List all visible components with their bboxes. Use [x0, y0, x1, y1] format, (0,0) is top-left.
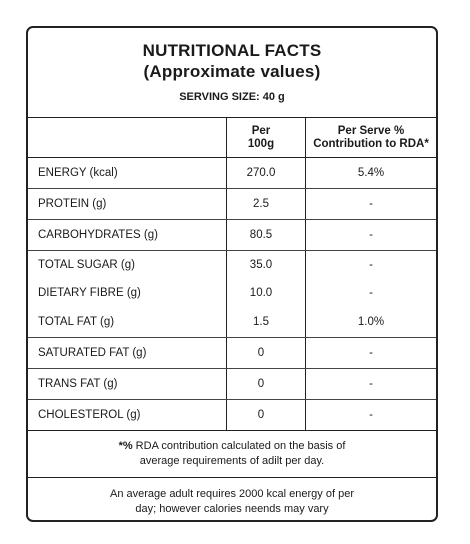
- note-line-2: day; however calories neends may vary: [135, 503, 329, 515]
- per-100g-value: 0: [226, 368, 306, 400]
- footnote-star: *%: [118, 440, 133, 452]
- table-row: PROTEIN (g) 2.5 -: [28, 188, 436, 220]
- nutrient-label: TOTAL SUGAR (g): [28, 250, 227, 279]
- rda-value: -: [369, 259, 373, 271]
- rda-header-line-1: Per Serve %: [337, 124, 405, 137]
- footnote-text-1: RDA contribution calculated on the basis…: [132, 440, 346, 452]
- nutrient-label: TRANS FAT (g): [28, 368, 227, 400]
- nutrient-label: SATURATED FAT (g): [28, 337, 227, 369]
- title-line-2: (Approximate values): [143, 62, 321, 81]
- table-row: ENERGY (kcal) 270.0 5.4%: [28, 157, 436, 189]
- title-line-1: NUTRITIONAL FACTS: [142, 41, 322, 60]
- per-100g-header: Per 100g: [226, 118, 306, 158]
- nutrition-facts-panel: NUTRITIONAL FACTS (Approximate values) S…: [26, 26, 438, 522]
- nutrient-label: TOTAL FAT (g): [28, 307, 227, 338]
- rda-value: -: [305, 399, 436, 431]
- per-100g-value: 0: [226, 337, 306, 369]
- energy-note: An average adult requires 2000 kcal ener…: [28, 478, 436, 517]
- nutrient-label: PROTEIN (g): [28, 188, 227, 220]
- table-row: TRANS FAT (g) 0 -: [28, 368, 436, 400]
- table-row: CHOLESTEROL (g) 0 -: [28, 399, 436, 431]
- per-100g-value: 2.5: [226, 188, 306, 220]
- table-row: DIETARY FIBRE (g) 10.0 -: [28, 279, 436, 307]
- rda-value: 1.0%: [305, 307, 436, 338]
- per-header-line-2: 100g: [247, 137, 275, 150]
- rda-header: Per Serve % Contribution to RDA*: [305, 118, 436, 158]
- serving-size: SERVING SIZE: 40 g: [179, 91, 285, 103]
- nutrition-table: Per 100g Per Serve % Contribution to RDA…: [28, 118, 436, 431]
- table-row: TOTAL FAT (g) 1.5 1.0%: [28, 307, 436, 338]
- nutrition-header: NUTRITIONAL FACTS (Approximate values) S…: [28, 28, 436, 118]
- table-row: TOTAL SUGAR (g) 35.0 -: [28, 250, 436, 279]
- rda-value: -: [305, 188, 436, 220]
- per-100g-value: 10.0: [226, 279, 306, 307]
- rda-value: -: [305, 368, 436, 400]
- per-100g-value: 80.5: [226, 219, 306, 251]
- nutrient-label: CARBOHYDRATES (g): [28, 219, 227, 251]
- rda-value: -: [369, 287, 373, 299]
- per-100g-value: 0: [226, 399, 306, 431]
- per-100g-value: 270.0: [226, 157, 306, 189]
- footnote-line-2: average requirements of adilt per day.: [139, 455, 325, 467]
- rda-value: 5.4%: [305, 157, 436, 189]
- per-header-line-1: Per: [251, 124, 271, 137]
- nutrient-label: CHOLESTEROL (g): [28, 399, 227, 431]
- table-row: CARBOHYDRATES (g) 80.5 -: [28, 219, 436, 251]
- header-empty-cell: [28, 118, 227, 158]
- rda-header-line-2: Contribution to RDA*: [313, 137, 429, 150]
- per-100g-value: 1.5: [226, 307, 306, 338]
- nutrient-label: ENERGY (kcal): [28, 157, 227, 189]
- rda-value: -: [305, 219, 436, 251]
- nutrient-label: DIETARY FIBRE (g): [28, 279, 227, 307]
- table-header-row: Per 100g Per Serve % Contribution to RDA…: [28, 118, 436, 158]
- rda-value: -: [305, 337, 436, 369]
- rda-footnote: *% RDA contribution calculated on the ba…: [28, 431, 436, 478]
- table-row: SATURATED FAT (g) 0 -: [28, 337, 436, 369]
- per-100g-value: 35.0: [226, 250, 306, 279]
- note-line-1: An average adult requires 2000 kcal ener…: [110, 488, 354, 500]
- footnote-line-1: *% RDA contribution calculated on the ba…: [28, 439, 436, 454]
